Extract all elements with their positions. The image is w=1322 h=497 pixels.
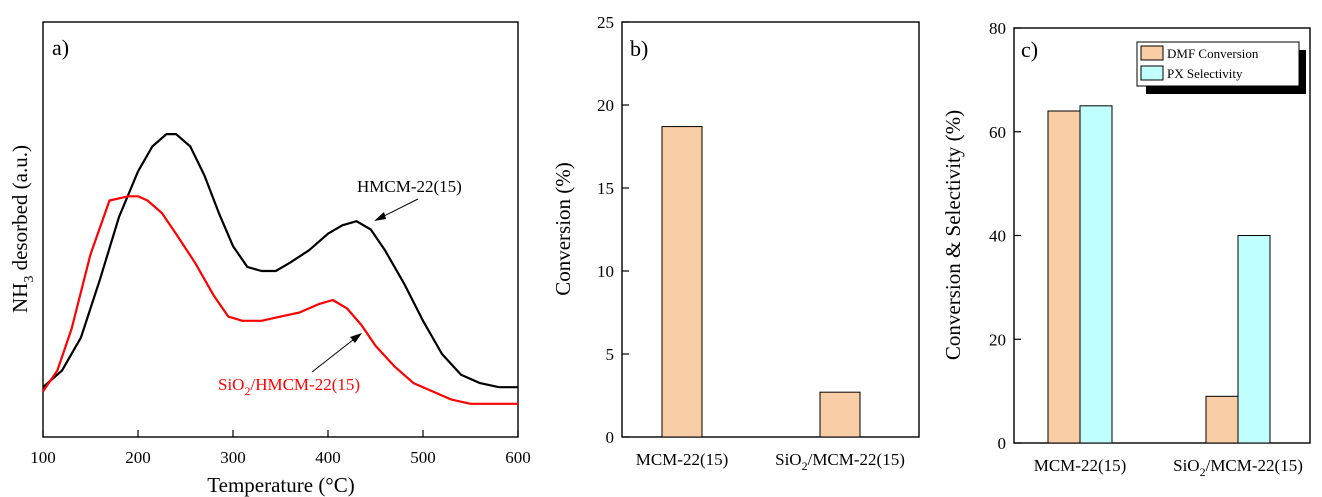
bar-px-selectivity-sio-mcm-22-15: [1237, 235, 1271, 444]
x-category-label: SiO2/MCM-22(15): [775, 450, 905, 473]
annotation-hmcm22: HMCM-22(15): [357, 177, 462, 196]
y-tick-label-0: 0: [998, 434, 1007, 453]
panel-a-ticks: 100 200 300 400 500 600: [30, 430, 531, 467]
x-tick-label-500: 500: [410, 448, 436, 467]
panel-c-ticks: 0 20 40 60 80 MCM-22(15) SiO2/MCM-22(15): [989, 19, 1303, 479]
panel-a-lines: [42, 133, 518, 405]
annotation-sio2-arrowhead: [350, 333, 362, 343]
bar-sio-mcm-22-15: [819, 391, 861, 438]
panel-a-y-axis-title: NH3 desorbed (a.u.): [8, 145, 37, 313]
y-tick-label-15: 15: [597, 179, 614, 198]
x-tick-label-300: 300: [220, 448, 246, 467]
y-tick-label-40: 40: [989, 227, 1006, 246]
y-tick-label-10: 10: [597, 262, 614, 281]
annotation-hmcm22-arrowhead: [374, 212, 386, 221]
y-tick-label-80: 80: [989, 19, 1006, 38]
legend-label-px-selectivity: PX Selectivity: [1167, 66, 1243, 81]
legend-swatch-dmf-conversion: [1140, 45, 1164, 61]
series-line-1: [42, 195, 518, 405]
panel-b-bars: [661, 126, 861, 438]
legend-label-dmf-conversion: DMF Conversion: [1167, 46, 1259, 61]
panel-c-bars: [1047, 105, 1271, 444]
panel-c-y-axis-title: Conversion & Selectivity (%): [941, 110, 965, 360]
panel-c: 0 20 40 60 80 MCM-22(15) SiO2/MCM-22(15) c) Co…: [941, 19, 1311, 479]
y-tick-label-20: 20: [989, 330, 1006, 349]
series-line-0: [42, 133, 518, 389]
x-tick-label-200: 200: [125, 448, 151, 467]
annotation-sio2-hmcm22: SiO2/HMCM-22(15): [218, 375, 360, 398]
panel-a: 100 200 300 400 500 600 a) Temperature (°C) N…: [8, 21, 531, 497]
panel-b-ticks: 0 5 10 15 20 25 MCM-22(15) SiO2/MCM-22(15): [597, 13, 905, 473]
panel-b: 0 5 10 15 20 25 MCM-22(15) SiO2/MCM-22(15) b) C…: [551, 13, 920, 473]
y-tick-label-5: 5: [606, 345, 615, 364]
panel-b-label: b): [630, 36, 648, 61]
x-tick-label-100: 100: [30, 448, 56, 467]
bar-dmf-conversion-sio-mcm-22-15: [1205, 395, 1239, 444]
panel-b-frame: [621, 21, 920, 438]
panel-a-frame: [42, 21, 519, 438]
panel-a-label: a): [52, 35, 69, 60]
bar-px-selectivity-mcm-22-15: [1079, 105, 1113, 444]
x-tick-label-400: 400: [315, 448, 341, 467]
bar-mcm-22-15: [661, 126, 703, 438]
panel-b-y-axis-title: Conversion (%): [551, 162, 575, 296]
panel-c-legend: DMF Conversion PX Selectivity: [1136, 41, 1306, 94]
legend-swatch-px-selectivity: [1140, 65, 1164, 81]
x-category-label: SiO2/MCM-22(15): [1173, 456, 1303, 479]
x-category-label: MCM-22(15): [636, 450, 729, 469]
legend-box: [1136, 41, 1300, 87]
y-tick-label-20: 20: [597, 96, 614, 115]
y-tick-label-60: 60: [989, 123, 1006, 142]
panel-c-label: c): [1021, 37, 1038, 62]
annotation-sio2-arrow: [311, 335, 359, 373]
x-category-label: MCM-22(15): [1034, 456, 1127, 475]
bar-dmf-conversion-mcm-22-15: [1047, 110, 1081, 444]
y-tick-label-25: 25: [597, 13, 614, 32]
x-tick-label-600: 600: [505, 448, 531, 467]
y-tick-label-0: 0: [606, 428, 615, 447]
panel-a-x-axis-title: Temperature (°C): [207, 473, 354, 497]
